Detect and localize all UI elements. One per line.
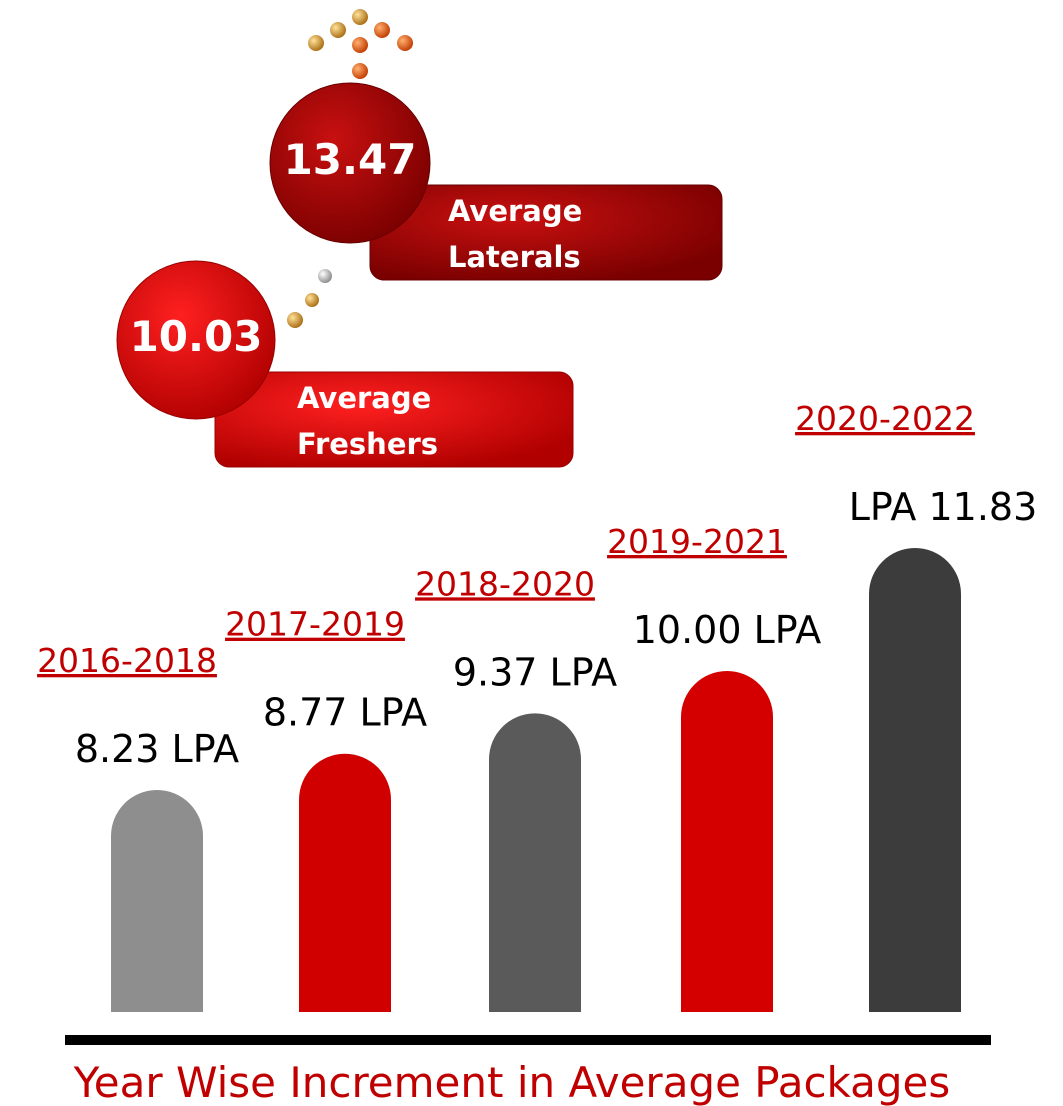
category-label: 2020-2022 xyxy=(795,399,975,438)
category-label: 2019-2021 xyxy=(607,522,787,561)
bar xyxy=(869,548,961,1012)
bar xyxy=(681,671,773,1012)
category-label: 2016-2018 xyxy=(37,641,217,680)
chart: Year Wise Increment in Average Packages … xyxy=(0,0,1063,1106)
bar xyxy=(489,713,581,1012)
bar xyxy=(111,790,203,1012)
value-label: 8.23 LPA xyxy=(75,727,239,771)
category-label: 2017-2019 xyxy=(225,605,405,644)
value-label: LPA 11.83 xyxy=(849,485,1038,529)
callout-label: Average Freshers xyxy=(297,375,447,467)
callout-value: 10.03 xyxy=(116,312,276,361)
value-label: 9.37 LPA xyxy=(453,650,617,694)
category-label: 2018-2020 xyxy=(415,564,595,603)
callout-value: 13.47 xyxy=(270,135,430,184)
page: Year Wise Increment in Average Packages … xyxy=(0,0,1063,1106)
chart-title: Year Wise Increment in Average Packages xyxy=(73,1058,951,1106)
bar xyxy=(299,754,391,1012)
value-label: 8.77 LPA xyxy=(263,691,427,735)
callout-label: Average Laterals xyxy=(448,188,598,280)
value-label: 10.00 LPA xyxy=(633,608,822,652)
